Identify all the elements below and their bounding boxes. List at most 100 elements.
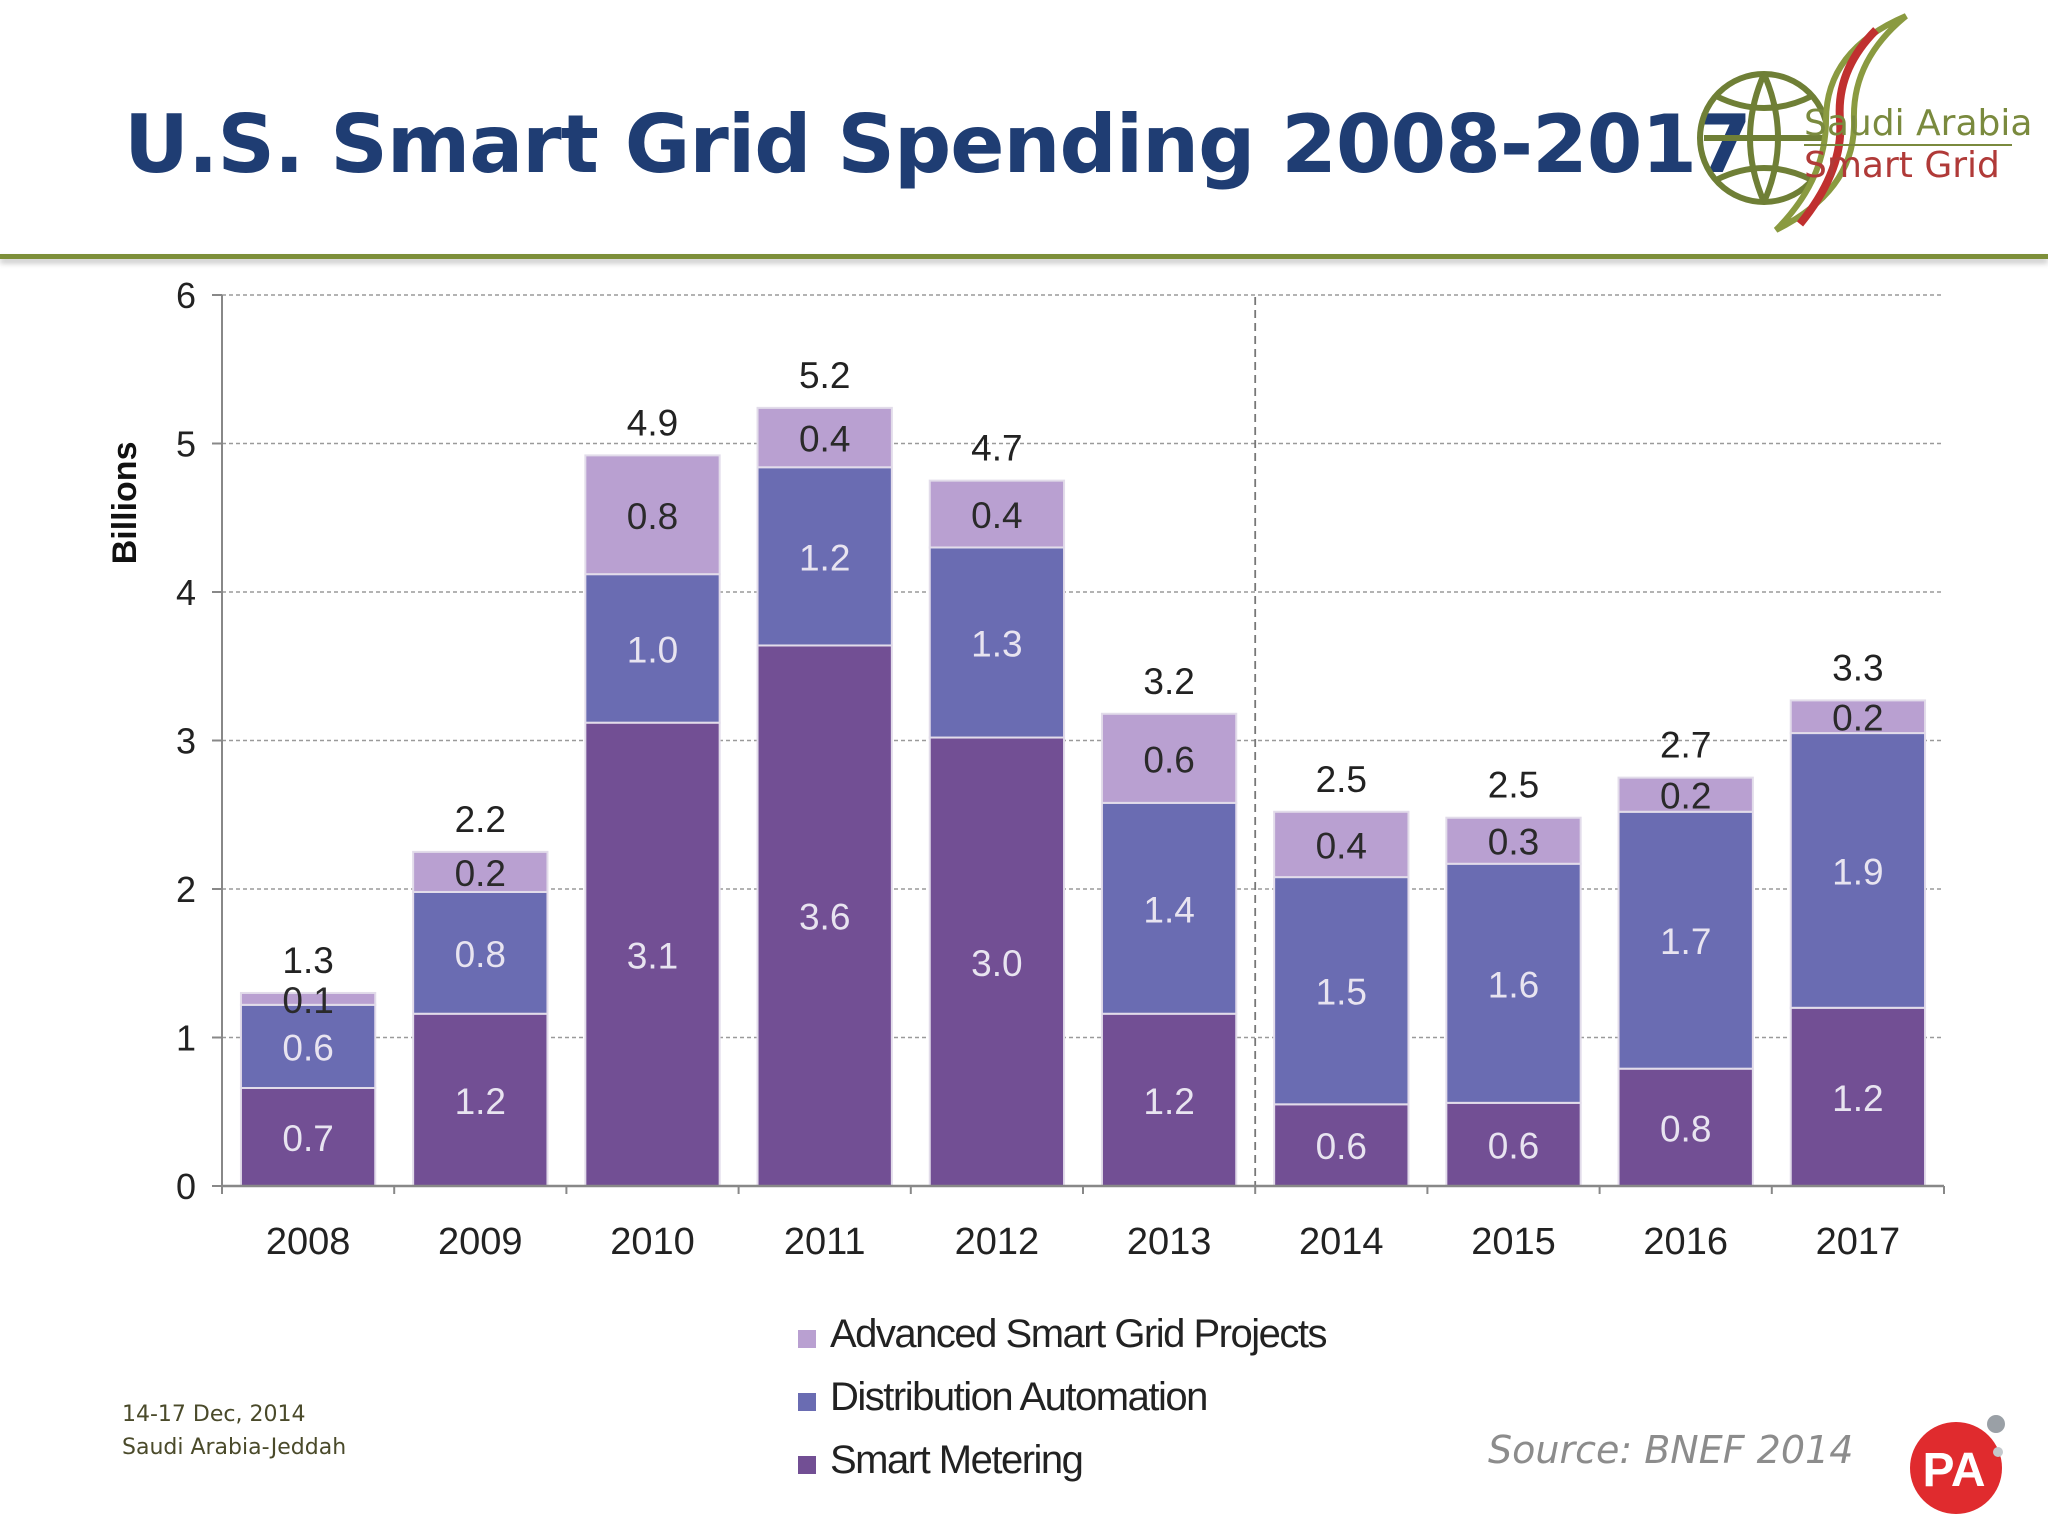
data-label: 1.2 bbox=[455, 1081, 506, 1122]
data-label: 0.7 bbox=[282, 1118, 333, 1159]
data-label: 1.5 bbox=[1316, 972, 1367, 1013]
event-date: 14-17 Dec, 2014 bbox=[122, 1402, 306, 1427]
data-label: 1.2 bbox=[799, 537, 850, 578]
source-note: Source: BNEF 2014 bbox=[1488, 1428, 1854, 1472]
bar-segment bbox=[412, 850, 549, 893]
data-label: 1.4 bbox=[1143, 889, 1194, 930]
total-label: 2.5 bbox=[1316, 759, 1367, 800]
data-label: 0.6 bbox=[1488, 1125, 1539, 1166]
pa-logo-text: PA bbox=[1922, 1444, 1985, 1497]
data-label: 0.1 bbox=[282, 980, 333, 1021]
x-tick-label: 2014 bbox=[1299, 1221, 1384, 1263]
bar-segment bbox=[1100, 712, 1238, 804]
bar-segment bbox=[1100, 1012, 1238, 1187]
bar-segment bbox=[928, 546, 1066, 739]
data-label: 0.2 bbox=[455, 853, 506, 894]
page-title: U.S. Smart Grid Spending 2008-2017 bbox=[124, 98, 1752, 191]
total-label: 2.5 bbox=[1488, 765, 1539, 806]
x-tick-label: 2010 bbox=[610, 1221, 695, 1263]
data-label: 0.8 bbox=[455, 934, 506, 975]
bar-segment bbox=[1445, 862, 1582, 1104]
x-tick-label: 2016 bbox=[1643, 1221, 1728, 1263]
total-label: 4.9 bbox=[627, 402, 678, 443]
legend-swatch bbox=[798, 1456, 816, 1474]
bar-segment bbox=[412, 890, 549, 1015]
data-label: 0.6 bbox=[1316, 1126, 1367, 1167]
data-label: 3.0 bbox=[971, 943, 1022, 984]
bar-segment bbox=[928, 736, 1066, 1187]
y-tick-label: 0 bbox=[176, 1166, 196, 1207]
legend-label: Advanced Smart Grid Projects bbox=[830, 1312, 1328, 1356]
axis-layer: 0 1 2 3 4 5 6 Billions 2008 2009 2010 2011 2012 2013 2… bbox=[106, 275, 1945, 1263]
bar-segment bbox=[1617, 810, 1754, 1070]
total-label: 5.2 bbox=[799, 355, 850, 396]
y-tick-label: 6 bbox=[176, 275, 196, 316]
data-label: 0.6 bbox=[1143, 739, 1194, 780]
bar-segment bbox=[928, 479, 1066, 549]
y-tick-label: 2 bbox=[176, 869, 196, 910]
legend-swatch bbox=[798, 1330, 816, 1348]
logo-text-line1: Saudi Arabia bbox=[1804, 103, 2033, 144]
y-axis-label: Billions bbox=[106, 442, 144, 565]
bar-segment bbox=[1445, 1101, 1582, 1188]
y-tick-label: 3 bbox=[176, 721, 196, 762]
logo-text-line2: Smart Grid bbox=[1804, 145, 2000, 186]
bar-segment bbox=[584, 573, 721, 724]
stacked-bar-chart: 0.70.60.11.31.20.80.22.23.11.00.84.93.61… bbox=[106, 275, 1945, 1263]
x-tick-label: 2013 bbox=[1127, 1221, 1212, 1263]
total-label: 4.7 bbox=[971, 428, 1022, 469]
data-label: 0.2 bbox=[1660, 776, 1711, 817]
x-tick-label: 2015 bbox=[1471, 1221, 1556, 1263]
data-label: 1.3 bbox=[971, 623, 1022, 664]
x-tick-label: 2009 bbox=[438, 1221, 523, 1263]
bar-segment bbox=[584, 454, 721, 576]
y-tick-label: 5 bbox=[176, 424, 196, 465]
y-tick-label: 4 bbox=[176, 572, 196, 613]
data-label: 0.4 bbox=[799, 419, 850, 460]
event-location: Saudi Arabia-Jeddah bbox=[122, 1435, 347, 1460]
bar-segment bbox=[1617, 776, 1754, 813]
data-label: 0.6 bbox=[282, 1027, 333, 1068]
bar-segment bbox=[1100, 801, 1238, 1015]
bar-segment bbox=[756, 406, 893, 469]
bar-segment bbox=[1273, 810, 1410, 879]
bar-segment bbox=[1445, 816, 1582, 865]
legend-label: Smart Metering bbox=[830, 1438, 1084, 1482]
data-label: 1.2 bbox=[1143, 1081, 1194, 1122]
data-label: 1.7 bbox=[1660, 921, 1711, 962]
bar-segment bbox=[584, 721, 721, 1187]
event-info: 14-17 Dec, 2014 Saudi Arabia-Jeddah bbox=[122, 1398, 346, 1464]
bars-layer bbox=[239, 406, 1927, 1188]
x-tick-label: 2017 bbox=[1816, 1221, 1901, 1263]
data-label: 0.4 bbox=[1316, 825, 1367, 866]
bar-segment bbox=[756, 644, 893, 1187]
data-label: 3.6 bbox=[799, 897, 850, 938]
data-label: 0.4 bbox=[971, 495, 1022, 536]
total-label: 2.7 bbox=[1660, 725, 1711, 766]
bar-segment bbox=[239, 1003, 377, 1089]
bar-segment bbox=[1273, 876, 1410, 1106]
header-divider bbox=[0, 254, 2048, 259]
y-tick-label: 1 bbox=[176, 1018, 196, 1059]
data-label: 1.6 bbox=[1488, 964, 1539, 1005]
logo-divider bbox=[1804, 144, 2012, 146]
x-tick-label: 2008 bbox=[266, 1221, 351, 1263]
total-label: 3.3 bbox=[1832, 647, 1883, 688]
bar-segment bbox=[1789, 732, 1927, 1009]
pa-logo: PA bbox=[1910, 1415, 2005, 1514]
bar-segment bbox=[239, 991, 377, 1006]
bar-segment bbox=[1617, 1067, 1754, 1187]
total-label: 3.2 bbox=[1143, 661, 1194, 702]
data-label: 1.0 bbox=[627, 629, 678, 670]
bar-segment bbox=[239, 1086, 377, 1187]
data-label: 0.8 bbox=[627, 496, 678, 537]
x-tick-label: 2011 bbox=[784, 1221, 866, 1263]
data-label: 0.8 bbox=[1660, 1108, 1711, 1149]
total-label: 1.3 bbox=[282, 940, 333, 981]
bar-segment bbox=[1789, 699, 1927, 735]
data-label: 1.9 bbox=[1832, 851, 1883, 892]
legend-swatch bbox=[798, 1393, 816, 1411]
total-label: 2.2 bbox=[455, 799, 506, 840]
x-tick-label: 2012 bbox=[955, 1221, 1040, 1263]
data-label: 1.2 bbox=[1832, 1078, 1883, 1119]
